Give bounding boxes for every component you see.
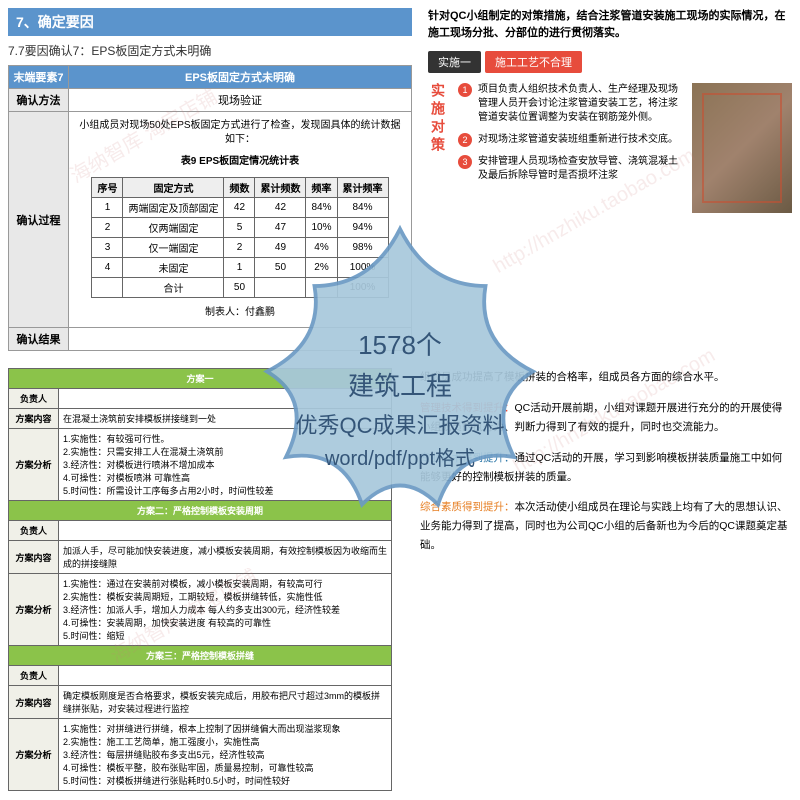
badge-line3: 优秀QC成果汇报资料 (295, 408, 504, 443)
q1-header: 7、确定要因 (8, 8, 412, 36)
factor-value: EPS板固定方式未明确 (69, 66, 412, 89)
result-label: 确认结果 (9, 328, 69, 351)
tag-issue: 施工工艺不合理 (485, 51, 582, 73)
badge-text: 1578个 建筑工程 优秀QC成果汇报资料 word/pdf/ppt格式 (210, 210, 590, 590)
tag-row: 实施一 施工工艺不合理 (428, 51, 792, 73)
badge-line2: 建筑工程 (348, 366, 452, 408)
bullet-list: 1项目负责人组织技术负责人、生产经理及现场管理人员开会讨论注浆管道安装工艺，将注… (458, 83, 682, 213)
process-label: 确认过程 (9, 112, 69, 328)
section-title: 7、确定要因 (16, 12, 94, 32)
vertical-label: 实施对策 (428, 83, 448, 213)
stats-caption: 表9 EPS板固定情况统计表 (73, 151, 407, 173)
badge-line1: 1578个 (358, 325, 442, 367)
method-label: 确认方法 (9, 89, 69, 112)
factor-label: 末端要素7 (9, 66, 69, 89)
tag-impl: 实施一 (428, 51, 481, 73)
center-badge: 1578个 建筑工程 优秀QC成果汇报资料 word/pdf/ppt格式 (210, 210, 590, 590)
q2-intro: 针对QC小组制定的对策措施，结合注浆管道安装施工现场的实际情况，在施工现场分批、… (428, 8, 792, 41)
process-desc: 小组成员对现场50处EPS板固定方式进行了检查，发现固具体的统计数据如下： (73, 115, 407, 151)
q1-subtitle: 7.7要因确认7：EPS板固定方式未明确 (8, 42, 412, 59)
method-value: 现场验证 (69, 89, 412, 112)
construction-photo (692, 83, 792, 213)
badge-line4: word/pdf/ppt格式 (325, 443, 475, 475)
q2-content: 实施对策 1项目负责人组织技术负责人、生产经理及现场管理人员开会讨论注浆管道安装… (428, 83, 792, 213)
